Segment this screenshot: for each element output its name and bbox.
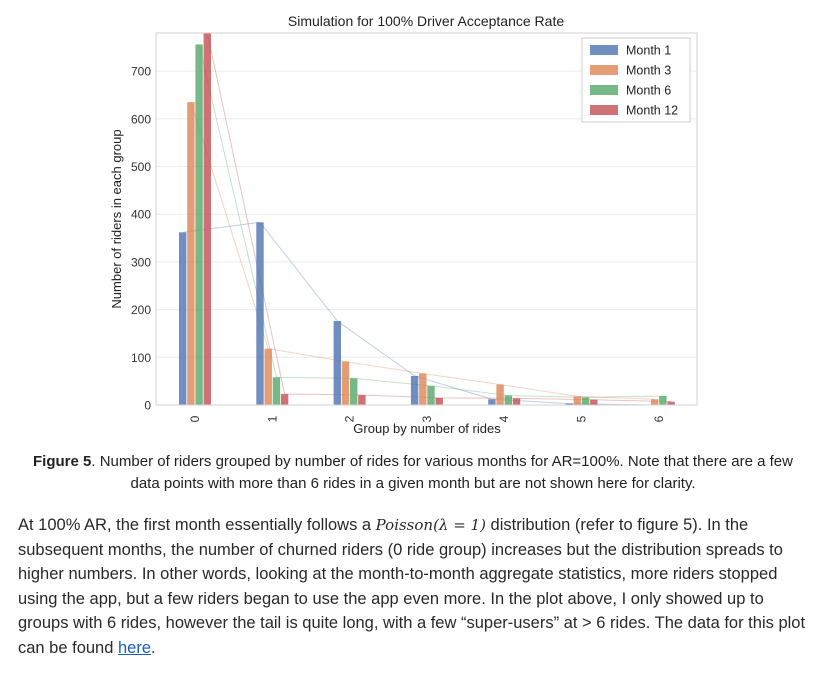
y-tick-label: 200: [131, 303, 151, 317]
chart: Simulation for 100% Driver Acceptance Ra…: [109, 13, 698, 436]
x-tick-label: 2: [343, 415, 357, 422]
bar-month-12: [435, 397, 443, 405]
x-axis-label: Group by number of rides: [353, 421, 501, 436]
x-tick-label: 6: [652, 415, 666, 422]
bar-month-3: [341, 361, 350, 405]
bar-month-6: [195, 44, 203, 405]
y-tick-label: 700: [131, 65, 151, 79]
bar-month-3: [573, 396, 582, 405]
y-tick-label: 100: [131, 351, 151, 365]
plot-area-frame: [155, 32, 698, 406]
x-tick-label: 4: [497, 415, 511, 422]
bar-month-1: [565, 403, 573, 405]
bar-month-6: [581, 397, 590, 405]
chart-title: Simulation for 100% Driver Acceptance Ra…: [288, 13, 564, 29]
data-link[interactable]: here: [118, 638, 152, 657]
bar-month-1: [256, 222, 264, 405]
bar-month-3: [651, 399, 659, 405]
y-tick-label: 600: [131, 112, 151, 126]
bar-month-3: [419, 373, 427, 405]
bar-month-12: [280, 394, 289, 405]
bar-month-12: [590, 399, 598, 405]
body-text-2: distribution (refer to figure 5). In the…: [18, 516, 806, 657]
figure-label: Figure 5: [33, 453, 92, 470]
x-tick-label: 0: [188, 415, 202, 422]
bar-month-3: [496, 384, 504, 405]
bar-month-12: [667, 401, 675, 405]
poisson-formula: Poisson(λ = 1): [375, 516, 486, 534]
y-tick-label: 500: [131, 160, 151, 174]
bar-month-12: [203, 33, 211, 405]
caption-text: . Number of riders grouped by number of …: [91, 453, 793, 492]
y-axis-label: Number of riders in each group: [109, 129, 124, 308]
legend-label: Month 1: [626, 44, 671, 58]
legend-swatch: [590, 105, 618, 115]
bar-month-1: [179, 232, 187, 405]
bar-month-6: [272, 377, 281, 405]
legend-label: Month 12: [626, 104, 678, 118]
bar-month-1: [488, 399, 496, 405]
legend: Month 1 Month 3 Month 6 Month 12: [581, 37, 691, 123]
bar-month-1: [410, 375, 419, 405]
bar-month-1: [333, 321, 341, 405]
x-tick-label: 3: [420, 415, 434, 422]
y-tick-label: 0: [144, 399, 151, 413]
x-tick-label: 5: [575, 415, 589, 422]
bar-month-6: [504, 395, 512, 405]
legend-label: Month 3: [626, 64, 671, 78]
bar-month-3: [187, 102, 195, 406]
x-tick-label: 1: [265, 415, 279, 422]
bar-month-6: [427, 385, 435, 405]
y-tick-label: 400: [131, 208, 151, 222]
bar-month-6: [350, 378, 358, 405]
body-text-end: .: [151, 638, 156, 657]
bar-month-3: [264, 348, 272, 405]
legend-swatch: [590, 65, 618, 75]
bar-month-6: [659, 395, 667, 405]
bar-month-12: [358, 394, 366, 405]
legend-swatch: [590, 45, 618, 55]
y-tick-label: 300: [131, 255, 151, 269]
legend-swatch: [590, 85, 618, 95]
figure-caption: Figure 5. Number of riders grouped by nu…: [18, 451, 808, 495]
body-text-1: At 100% AR, the first month essentially …: [18, 516, 376, 534]
body-paragraph: At 100% AR, the first month essentially …: [18, 513, 808, 661]
legend-label: Month 6: [626, 84, 671, 98]
bar-month-12: [512, 398, 521, 405]
